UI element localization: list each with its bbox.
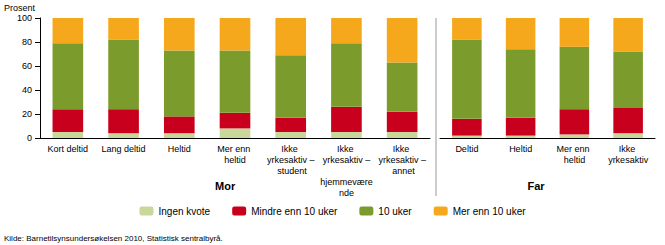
svg-text:Ikke: Ikke (393, 144, 412, 154)
svg-text:Mindre enn 10 uker: Mindre enn 10 uker (251, 206, 338, 217)
svg-text:80: 80 (22, 37, 32, 47)
svg-text:hjemmevære: hjemmevære (320, 177, 373, 187)
svg-text:yrkesaktiv: yrkesaktiv (608, 155, 649, 165)
svg-text:Heltid: Heltid (168, 144, 191, 154)
svg-text:0: 0 (27, 133, 32, 143)
svg-text:Ikke: Ikke (337, 144, 356, 154)
svg-text:heltid: heltid (224, 155, 246, 165)
svg-text:annet: annet (390, 166, 416, 176)
svg-text:60: 60 (22, 61, 32, 71)
svg-text:nde: nde (339, 188, 354, 198)
svg-text:Lang deltid: Lang deltid (102, 144, 146, 154)
svg-text:100: 100 (17, 13, 32, 23)
svg-text:Heltid: Heltid (509, 144, 532, 154)
svg-text:40: 40 (22, 85, 32, 95)
svg-text:Mer enn: Mer enn (217, 144, 253, 154)
svg-text:Ikke: Ikke (619, 144, 638, 154)
svg-text:Deltid: Deltid (455, 144, 478, 154)
svg-text:10 uker: 10 uker (378, 206, 412, 217)
svg-text:Kilde: Barnetilsynsundersøkels: Kilde: Barnetilsynsundersøkelsen 2010, S… (4, 234, 223, 243)
svg-text:Mer enn: Mer enn (557, 144, 593, 154)
svg-text:yrkesaktiv –: yrkesaktiv – (378, 155, 426, 165)
svg-text:heltid: heltid (564, 155, 586, 165)
svg-text:Mer enn 10 uker: Mer enn 10 uker (453, 206, 526, 217)
svg-text:Kort deltid: Kort deltid (48, 144, 89, 154)
svg-text:Ikke: Ikke (281, 144, 300, 154)
svg-text:Mor: Mor (215, 180, 236, 192)
svg-text:student: student (275, 166, 308, 176)
svg-text:Ingen kvote: Ingen kvote (158, 206, 210, 217)
svg-text:yrkesaktiv –: yrkesaktiv – (323, 155, 371, 165)
svg-text:yrkesaktiv –: yrkesaktiv – (267, 155, 315, 165)
svg-text:20: 20 (22, 109, 32, 119)
svg-text:Prosent: Prosent (4, 3, 36, 13)
svg-text:Far: Far (528, 180, 546, 192)
